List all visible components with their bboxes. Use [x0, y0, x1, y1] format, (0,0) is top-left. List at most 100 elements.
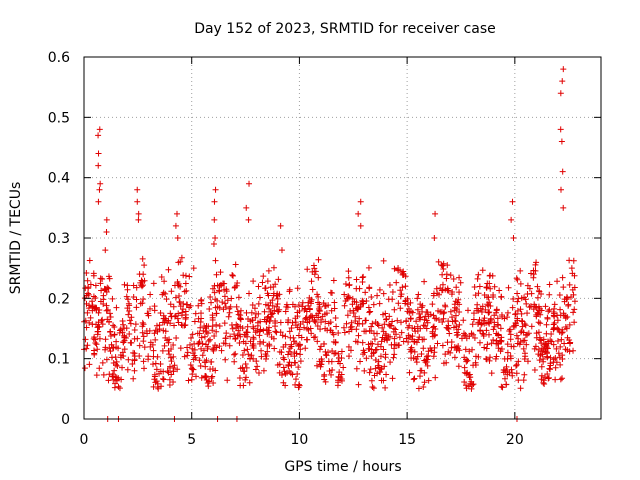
data-point: [544, 345, 551, 352]
data-point: [454, 345, 461, 352]
data-point: [87, 314, 94, 321]
data-point: [530, 274, 537, 281]
data-point: [461, 379, 468, 386]
data-point: [212, 257, 219, 264]
data-point: [110, 344, 117, 351]
data-point: [102, 247, 109, 254]
data-point: [447, 272, 454, 279]
data-point: [491, 283, 498, 290]
data-point: [347, 347, 354, 354]
data-point: [228, 295, 235, 302]
data-point: [389, 318, 396, 325]
data-point: [515, 358, 522, 365]
x-tick-label: 5: [187, 432, 196, 448]
data-point: [113, 304, 120, 311]
data-point: [566, 348, 573, 355]
data-point: [127, 339, 134, 346]
data-point: [368, 294, 375, 301]
data-point: [300, 318, 307, 325]
data-point: [552, 364, 559, 371]
data-point: [345, 274, 352, 281]
data-point: [120, 352, 127, 359]
data-point: [539, 351, 546, 358]
data-point: [414, 353, 421, 360]
data-point: [383, 316, 390, 323]
data-point: [203, 322, 210, 329]
data-point: [262, 285, 269, 292]
data-point: [536, 357, 543, 364]
data-point: [407, 315, 414, 322]
data-point: [159, 319, 166, 326]
data-point: [185, 377, 192, 384]
data-point: [266, 305, 273, 312]
data-point: [117, 326, 124, 333]
data-point: [439, 271, 446, 278]
data-point: [285, 363, 292, 370]
data-point: [334, 382, 341, 389]
data-point: [147, 343, 154, 350]
data-point: [221, 293, 228, 300]
data-point: [416, 373, 423, 380]
data-point: [406, 309, 413, 316]
data-point: [514, 290, 521, 297]
data-point: [443, 359, 450, 366]
data-point: [186, 273, 193, 280]
data-point: [223, 288, 230, 295]
data-point: [393, 331, 400, 338]
data-point: [227, 303, 234, 310]
data-point: [121, 346, 128, 353]
data-point: [475, 271, 482, 278]
data-point: [471, 284, 478, 291]
data-point: [366, 345, 373, 352]
data-point: [145, 310, 152, 317]
data-point: [341, 329, 348, 336]
data-point: [425, 352, 432, 359]
data-point: [430, 353, 437, 360]
data-point: [329, 367, 336, 374]
data-point: [556, 354, 563, 361]
data-point: [442, 351, 449, 358]
data-point: [254, 363, 261, 370]
data-point: [286, 328, 293, 335]
data-point: [564, 313, 571, 320]
data-point: [520, 337, 527, 344]
data-point: [280, 379, 287, 386]
data-point: [331, 299, 338, 306]
data-point: [242, 361, 249, 368]
data-point: [523, 341, 530, 348]
data-point: [264, 314, 271, 321]
data-point: [570, 347, 577, 354]
data-point: [145, 356, 152, 363]
data-point: [281, 368, 288, 375]
data-point: [129, 360, 136, 367]
data-point: [546, 365, 553, 372]
data-point: [152, 379, 159, 386]
data-point: [308, 330, 315, 337]
data-point: [282, 333, 289, 340]
data-point: [512, 362, 519, 369]
data-point: [566, 281, 573, 288]
data-point: [239, 352, 246, 359]
data-point: [344, 295, 351, 302]
data-point: [466, 348, 473, 355]
data-point: [163, 296, 170, 303]
data-point: [397, 319, 404, 326]
data-point: [560, 284, 567, 291]
data-point: [555, 350, 562, 357]
data-point: [332, 314, 339, 321]
data-point: [131, 335, 138, 342]
data-point: [304, 266, 311, 273]
data-point: [123, 293, 130, 300]
data-point: [481, 291, 488, 298]
data-point: [478, 309, 485, 316]
data-point: [430, 324, 437, 331]
data-point: [268, 311, 275, 318]
data-point: [94, 346, 101, 353]
data-point: [254, 322, 261, 329]
data-point: [107, 314, 114, 321]
data-point: [483, 284, 490, 291]
data-point: [498, 294, 505, 301]
data-point: [400, 268, 407, 275]
data-point: [448, 291, 455, 298]
